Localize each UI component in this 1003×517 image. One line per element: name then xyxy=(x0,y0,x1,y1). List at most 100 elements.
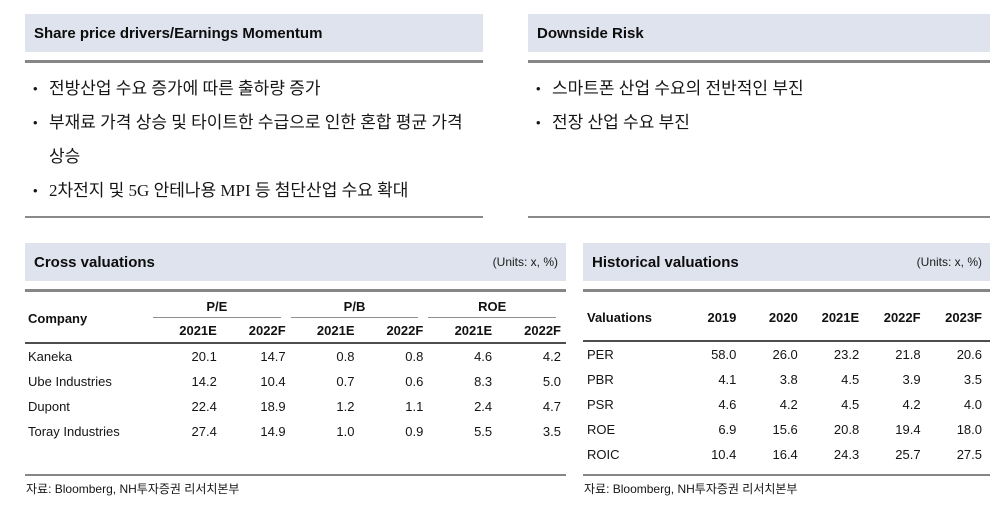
cell: 4.1 xyxy=(718,372,737,387)
bullet-icon: • xyxy=(33,115,38,130)
cell: 2.4 xyxy=(474,399,493,414)
column-header-pe-2022f: 2022F xyxy=(248,322,286,338)
company-name: Dupont xyxy=(28,399,70,414)
cell: 4.0 xyxy=(963,397,982,412)
cell: 4.6 xyxy=(718,397,737,412)
cell: 5.0 xyxy=(542,374,561,389)
cell: 0.9 xyxy=(405,424,424,439)
metric-name: PER xyxy=(587,347,614,362)
cross-valuations-column-headers: Company P/E P/B ROE 2021E 2022F 2021E 20… xyxy=(25,294,566,344)
column-header-2019: 2019 xyxy=(707,309,737,325)
cell: 10.4 xyxy=(260,374,286,389)
cell: 27.4 xyxy=(191,424,217,439)
source-note: 자료: Bloomberg, NH투자증권 리서치본부 xyxy=(583,474,990,496)
cell: 21.8 xyxy=(895,347,921,362)
cell: 6.9 xyxy=(718,422,737,437)
cell: 4.7 xyxy=(542,399,561,414)
downside-risk-header: Downside Risk xyxy=(528,14,990,52)
column-header-2021e: 2021E xyxy=(821,309,860,325)
column-group-roe: ROE xyxy=(428,299,556,318)
cell: 4.2 xyxy=(542,349,561,364)
table-row-dupont: Dupont 22.4 18.9 1.2 1.1 2.4 4.7 xyxy=(25,394,566,419)
table-row-per: PER 58.0 26.0 23.2 21.8 20.6 xyxy=(583,342,990,367)
bullet-icon: • xyxy=(536,81,541,96)
cell: 26.0 xyxy=(772,347,798,362)
historical-valuations-table: Historical valuations (Units: x, %) Valu… xyxy=(583,243,990,496)
cell: 19.4 xyxy=(895,422,921,437)
column-header-roe-2022f: 2022F xyxy=(524,322,561,338)
cell: 1.2 xyxy=(336,399,355,414)
cell: 0.6 xyxy=(405,374,424,389)
cell: 15.6 xyxy=(772,422,798,437)
table-row-kaneka: Kaneka 20.1 14.7 0.8 0.8 4.6 4.2 xyxy=(25,344,566,369)
company-name: Toray Industries xyxy=(28,424,120,439)
cell: 14.2 xyxy=(191,374,217,389)
source-note: 자료: Bloomberg, NH투자증권 리서치본부 xyxy=(25,474,566,496)
cell: 3.9 xyxy=(902,372,921,387)
cross-valuations-titlebar: Cross valuations (Units: x, %) xyxy=(25,243,566,281)
cross-valuations-table: Cross valuations (Units: x, %) Company P… xyxy=(25,243,566,496)
cell: 10.4 xyxy=(711,447,737,462)
table-row-toray-industries: Toray Industries 27.4 14.9 1.0 0.9 5.5 3… xyxy=(25,419,566,444)
cell: 0.7 xyxy=(336,374,355,389)
list-item: • 2차전지 및 5G 안테나용 MPI 등 첨단산업 수요 확대 xyxy=(25,174,483,208)
cell: 0.8 xyxy=(336,349,355,364)
metric-name: ROIC xyxy=(587,447,620,462)
column-header-company: Company xyxy=(28,310,88,326)
divider xyxy=(528,60,990,63)
divider xyxy=(25,289,566,292)
column-header-2023f: 2023F xyxy=(945,309,982,325)
cell: 1.1 xyxy=(405,399,424,414)
cell: 18.0 xyxy=(956,422,982,437)
cell: 4.6 xyxy=(474,349,493,364)
cell: 5.5 xyxy=(474,424,493,439)
list-item: • 스마트폰 산업 수요의 전반적인 부진 xyxy=(528,72,990,106)
bullet-icon: • xyxy=(33,183,38,198)
table-title: Historical valuations xyxy=(592,253,739,271)
cell: 3.5 xyxy=(542,424,561,439)
column-header-2020: 2020 xyxy=(768,309,798,325)
cell: 1.0 xyxy=(336,424,355,439)
cell: 4.2 xyxy=(779,397,798,412)
cell: 16.4 xyxy=(772,447,798,462)
column-header-pe-2021e: 2021E xyxy=(179,322,217,338)
cell: 4.5 xyxy=(841,397,860,412)
table-row-psr: PSR 4.6 4.2 4.5 4.2 4.0 xyxy=(583,392,990,417)
column-group-pb: P/B xyxy=(290,299,419,318)
cell: 0.8 xyxy=(405,349,424,364)
table-row-ube-industries: Ube Industries 14.2 10.4 0.7 0.6 8.3 5.0 xyxy=(25,369,566,394)
metric-name: PSR xyxy=(587,397,614,412)
cell: 4.2 xyxy=(902,397,921,412)
column-header-roe-2021e: 2021E xyxy=(454,322,493,338)
cell: 3.5 xyxy=(963,372,982,387)
cell: 20.6 xyxy=(956,347,982,362)
list-item: • 전방산업 수요 증가에 따른 출하량 증가 xyxy=(25,72,483,106)
column-header-valuations: Valuations xyxy=(587,309,653,325)
column-header-pb-2022f: 2022F xyxy=(386,322,424,338)
cell: 25.7 xyxy=(895,447,921,462)
share-price-drivers-panel: Share price drivers/Earnings Momentum • … xyxy=(25,14,483,218)
divider xyxy=(583,289,990,292)
bullet-text: 스마트폰 산업 수요의 전반적인 부진 xyxy=(552,79,804,98)
cell: 3.8 xyxy=(779,372,798,387)
table-row-roic: ROIC 10.4 16.4 24.3 25.7 27.5 xyxy=(583,442,990,467)
list-item: • 부재료 가격 상승 및 타이트한 수급으로 인한 혼합 평균 가격 상승 xyxy=(25,106,483,174)
table-title: Cross valuations xyxy=(34,253,155,271)
cell: 8.3 xyxy=(474,374,493,389)
cell: 18.9 xyxy=(260,399,286,414)
units-label: (Units: x, %) xyxy=(916,255,982,269)
metric-name: PBR xyxy=(587,372,614,387)
historical-valuations-column-headers: Valuations 2019 2020 2021E 2022F 2023F xyxy=(583,294,990,342)
panel-title: Downside Risk xyxy=(537,24,644,42)
downside-risk-panel: Downside Risk • 스마트폰 산업 수요의 전반적인 부진 • 전장… xyxy=(528,14,990,218)
bullet-text: 전방산업 수요 증가에 따른 출하량 증가 xyxy=(49,79,321,98)
column-group-pe: P/E xyxy=(153,299,281,318)
bullet-icon: • xyxy=(33,81,38,96)
metric-name: ROE xyxy=(587,422,616,437)
panel-title: Share price drivers/Earnings Momentum xyxy=(34,24,323,42)
bullet-text: 2차전지 및 5G 안테나용 MPI 등 첨단산업 수요 확대 xyxy=(49,181,409,200)
cell: 58.0 xyxy=(711,347,737,362)
cell: 20.1 xyxy=(191,349,217,364)
share-price-drivers-header: Share price drivers/Earnings Momentum xyxy=(25,14,483,52)
